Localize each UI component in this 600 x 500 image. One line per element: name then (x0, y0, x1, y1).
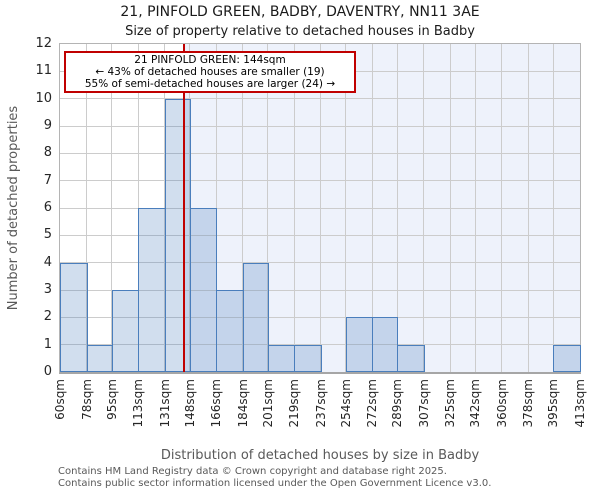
grid-line-v (501, 44, 503, 372)
x-axis-label: Distribution of detached houses by size … (160, 448, 480, 463)
x-tick-label: 272sqm (365, 379, 380, 428)
y-tick-label: 12 (35, 36, 52, 51)
histogram-bar (397, 345, 425, 372)
x-tick-label: 307sqm (416, 379, 431, 428)
y-tick-label: 3 (43, 282, 52, 297)
grid-line-v (449, 44, 451, 372)
x-tick-label: 360sqm (494, 379, 509, 428)
grid-line-h (60, 289, 580, 291)
x-tick-label: 395sqm (546, 379, 561, 428)
grid-line-v (111, 44, 113, 372)
x-tick-label: 378sqm (521, 379, 536, 428)
annotation-larger-line: 55% of semi-detached houses are larger (… (84, 78, 336, 91)
histogram-bar (553, 345, 581, 372)
grid-line-h (60, 344, 580, 346)
x-tick-label: 342sqm (468, 379, 483, 428)
x-tick-label: 78sqm (79, 379, 94, 420)
chart-subtitle: Size of property relative to detached ho… (125, 24, 475, 39)
chart-title: 21, PINFOLD GREEN, BADBY, DAVENTRY, NN11… (120, 4, 480, 20)
footer-line-2: Contains public sector information licen… (58, 477, 492, 489)
x-tick-label: 325sqm (443, 379, 458, 428)
histogram-bar (346, 317, 373, 372)
annotation-box: 21 PINFOLD GREEN: 144sqm ← 43% of detach… (64, 51, 356, 94)
x-tick-label: 148sqm (182, 379, 197, 428)
x-tick-label: 184sqm (235, 379, 250, 428)
histogram-bar (60, 263, 88, 372)
histogram-bar (112, 290, 139, 372)
x-tick-label: 95sqm (104, 379, 119, 420)
y-tick-label: 10 (35, 90, 52, 106)
grid-line-v (396, 44, 398, 372)
property-size-marker-line (182, 44, 185, 372)
y-tick-label: 4 (43, 254, 52, 270)
x-tick-label: 166sqm (209, 379, 224, 428)
annotation-property-line: 21 PINFOLD GREEN: 144sqm (134, 54, 286, 66)
grid-line-v (86, 44, 87, 372)
grid-line-v (552, 44, 554, 372)
grid-line-v (474, 44, 476, 372)
grid-line-v (267, 44, 269, 372)
y-tick-label: 5 (43, 227, 52, 243)
histogram-bar (294, 345, 322, 372)
grid-line-h (60, 152, 580, 154)
y-tick-label: 7 (43, 172, 52, 188)
histogram-bar (216, 290, 244, 372)
grid-line-v (371, 44, 373, 372)
grid-line-h (60, 180, 580, 182)
x-tick-label: 289sqm (390, 379, 405, 428)
y-tick-label: 6 (43, 200, 52, 215)
grid-line-v (293, 44, 295, 372)
histogram-bar (268, 345, 295, 372)
x-tick-label: 131sqm (157, 379, 172, 428)
grid-line-h (60, 125, 580, 127)
histogram-bar (190, 208, 217, 372)
grid-line-h (60, 316, 580, 318)
grid-line-v (242, 44, 244, 372)
grid-line-h (60, 207, 580, 209)
grid-line-v (189, 44, 191, 372)
histogram-bar (165, 99, 191, 372)
y-axis-label: Number of detached properties (6, 105, 21, 311)
grid-line-v (320, 44, 322, 372)
x-tick-label: 237sqm (313, 379, 328, 428)
grid-line-h (60, 98, 580, 100)
annotation-smaller-line: ← 43% of detached houses are smaller (19… (95, 66, 325, 79)
grid-line-v (345, 44, 347, 372)
x-tick-label: 60sqm (53, 379, 67, 420)
x-tick-label: 113sqm (131, 379, 146, 428)
x-tick-label: 219sqm (287, 379, 302, 428)
histogram-bar (138, 208, 166, 372)
plot-area: 21 PINFOLD GREEN: 144sqm ← 43% of detach… (59, 43, 581, 374)
y-tick-label: 1 (43, 336, 52, 352)
x-tick-label: 413sqm (573, 379, 587, 428)
grid-line-v (423, 44, 425, 372)
histogram-bar (372, 317, 398, 372)
histogram-bar (87, 345, 113, 372)
y-tick-label: 2 (43, 309, 52, 325)
footer-line-1: Contains HM Land Registry data © Crown c… (58, 466, 447, 477)
grid-line-h (60, 262, 580, 264)
x-tick-label: 254sqm (338, 379, 353, 428)
grid-line-v (527, 44, 529, 372)
y-tick-label: 0 (43, 364, 52, 379)
grid-line-h (60, 234, 580, 236)
y-tick-label: 11 (35, 63, 52, 79)
x-tick-label: 201sqm (260, 379, 275, 428)
histogram-bar (243, 263, 269, 372)
y-tick-label: 9 (43, 118, 52, 133)
y-tick-label: 8 (43, 145, 52, 161)
